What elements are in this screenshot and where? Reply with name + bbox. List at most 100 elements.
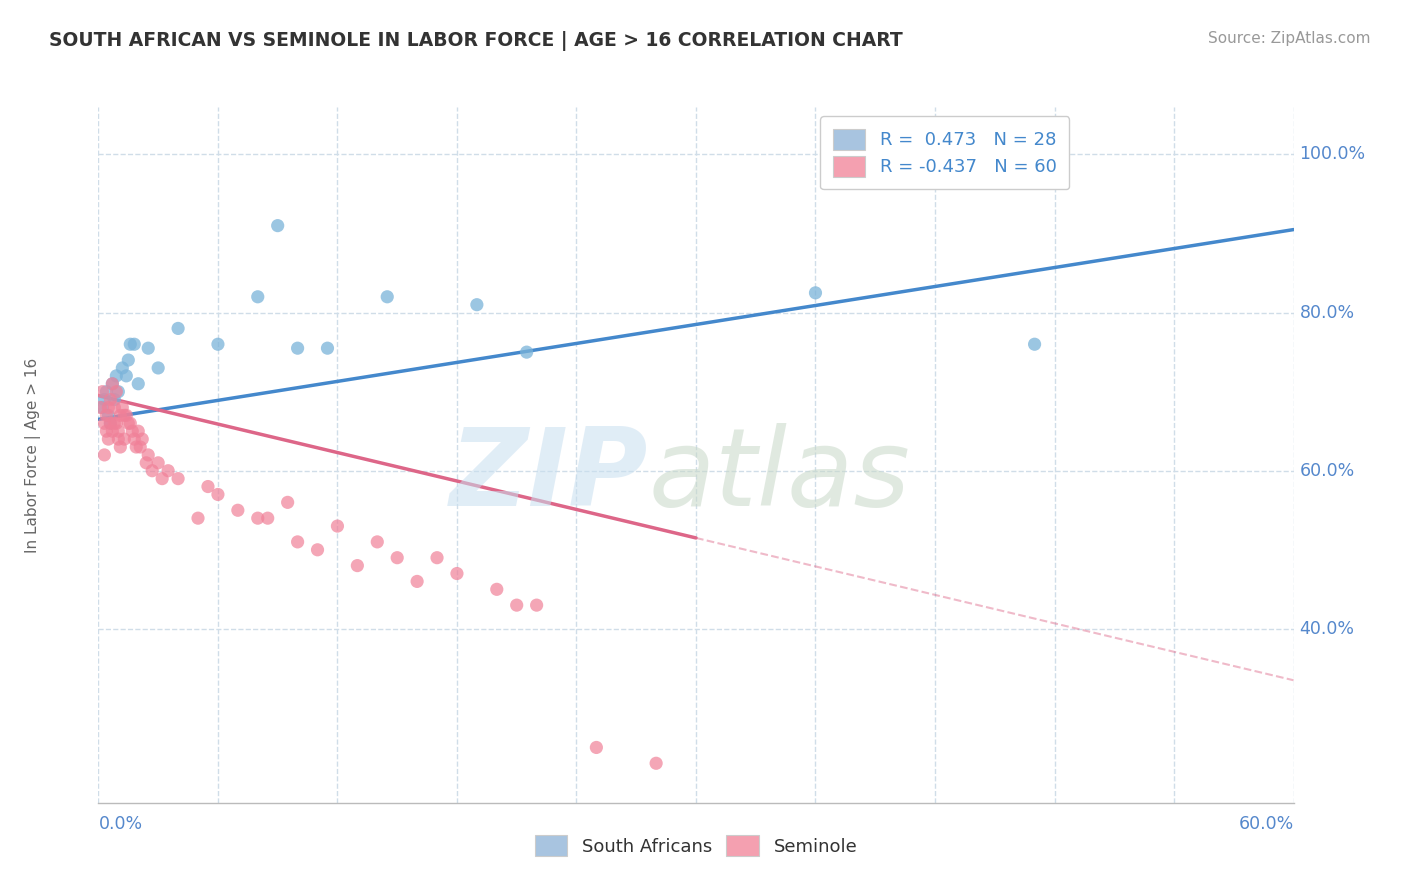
Point [506, 598, 529, 612]
Text: SOUTH AFRICAN VS SEMINOLE IN LABOR FORCE | AGE > 16 CORRELATION CHART: SOUTH AFRICAN VS SEMINOLE IN LABOR FORCE… [49, 31, 903, 51]
Point [115, 409, 138, 423]
Point [103, 392, 125, 407]
Text: 0.0%: 0.0% [98, 814, 142, 832]
Point [157, 464, 180, 478]
Text: 100.0%: 100.0% [1299, 145, 1365, 163]
Point [93, 448, 115, 462]
Point [107, 432, 129, 446]
Point [121, 424, 143, 438]
Point [111, 401, 134, 415]
Point [105, 368, 128, 383]
Text: ZIP: ZIP [450, 423, 648, 529]
Point [446, 566, 468, 581]
Point [91, 384, 114, 399]
Point [98, 392, 122, 407]
Point [135, 456, 157, 470]
Point [117, 417, 139, 431]
Point [375, 290, 398, 304]
Point [136, 448, 159, 462]
Point [111, 361, 134, 376]
Point [150, 472, 173, 486]
Point [287, 341, 309, 355]
Point [287, 534, 309, 549]
Text: 60.0%: 60.0% [1239, 814, 1294, 832]
Point [426, 550, 449, 565]
Point [385, 550, 409, 565]
Point [120, 337, 142, 351]
Point [107, 384, 129, 399]
Point [346, 558, 368, 573]
Point [485, 582, 508, 597]
Point [207, 337, 229, 351]
Point [91, 401, 114, 415]
Point [645, 756, 668, 771]
Point [187, 511, 209, 525]
Point [246, 511, 269, 525]
Point [98, 417, 122, 431]
Point [804, 285, 827, 300]
Point [96, 409, 118, 423]
Point [97, 432, 120, 446]
Text: 80.0%: 80.0% [1299, 303, 1354, 322]
Point [97, 401, 120, 415]
Point [277, 495, 299, 509]
Point [316, 341, 339, 355]
Point [148, 361, 170, 376]
Point [89, 401, 111, 415]
Point [120, 417, 142, 431]
Point [98, 417, 122, 431]
Point [124, 432, 146, 446]
Point [131, 432, 153, 446]
Text: In Labor Force | Age > 16: In Labor Force | Age > 16 [25, 358, 41, 552]
Point [101, 424, 124, 438]
Point [112, 409, 135, 423]
Point [93, 417, 115, 431]
Point [97, 409, 120, 423]
Point [96, 424, 118, 438]
Point [256, 511, 278, 525]
Point [226, 503, 249, 517]
Point [406, 574, 429, 589]
Point [148, 456, 170, 470]
Point [93, 392, 115, 407]
Point [129, 440, 152, 454]
Point [105, 417, 128, 431]
Point [124, 337, 146, 351]
Point [112, 432, 135, 446]
Point [267, 219, 290, 233]
Point [103, 401, 125, 415]
Point [465, 298, 488, 312]
Point [96, 384, 118, 399]
Point [110, 409, 132, 423]
Point [101, 376, 124, 391]
Point [516, 345, 538, 359]
Point [326, 519, 349, 533]
Point [110, 440, 132, 454]
Point [1024, 337, 1046, 351]
Point [585, 740, 607, 755]
Point [307, 542, 329, 557]
Point [103, 417, 125, 431]
Point [127, 376, 149, 391]
Text: 40.0%: 40.0% [1299, 620, 1354, 638]
Legend: South Africans, Seminole: South Africans, Seminole [527, 828, 865, 863]
Point [141, 464, 163, 478]
Point [125, 440, 148, 454]
Point [246, 290, 269, 304]
Point [117, 353, 139, 368]
Point [366, 534, 388, 549]
Point [207, 487, 229, 501]
Text: Source: ZipAtlas.com: Source: ZipAtlas.com [1208, 31, 1371, 46]
Point [526, 598, 548, 612]
Point [101, 376, 124, 391]
Text: atlas: atlas [648, 424, 910, 528]
Point [136, 341, 159, 355]
Point [127, 424, 149, 438]
Point [197, 479, 219, 493]
Point [167, 321, 190, 335]
Point [167, 472, 190, 486]
Text: 60.0%: 60.0% [1299, 462, 1355, 480]
Point [107, 424, 129, 438]
Point [105, 384, 128, 399]
Point [115, 368, 138, 383]
